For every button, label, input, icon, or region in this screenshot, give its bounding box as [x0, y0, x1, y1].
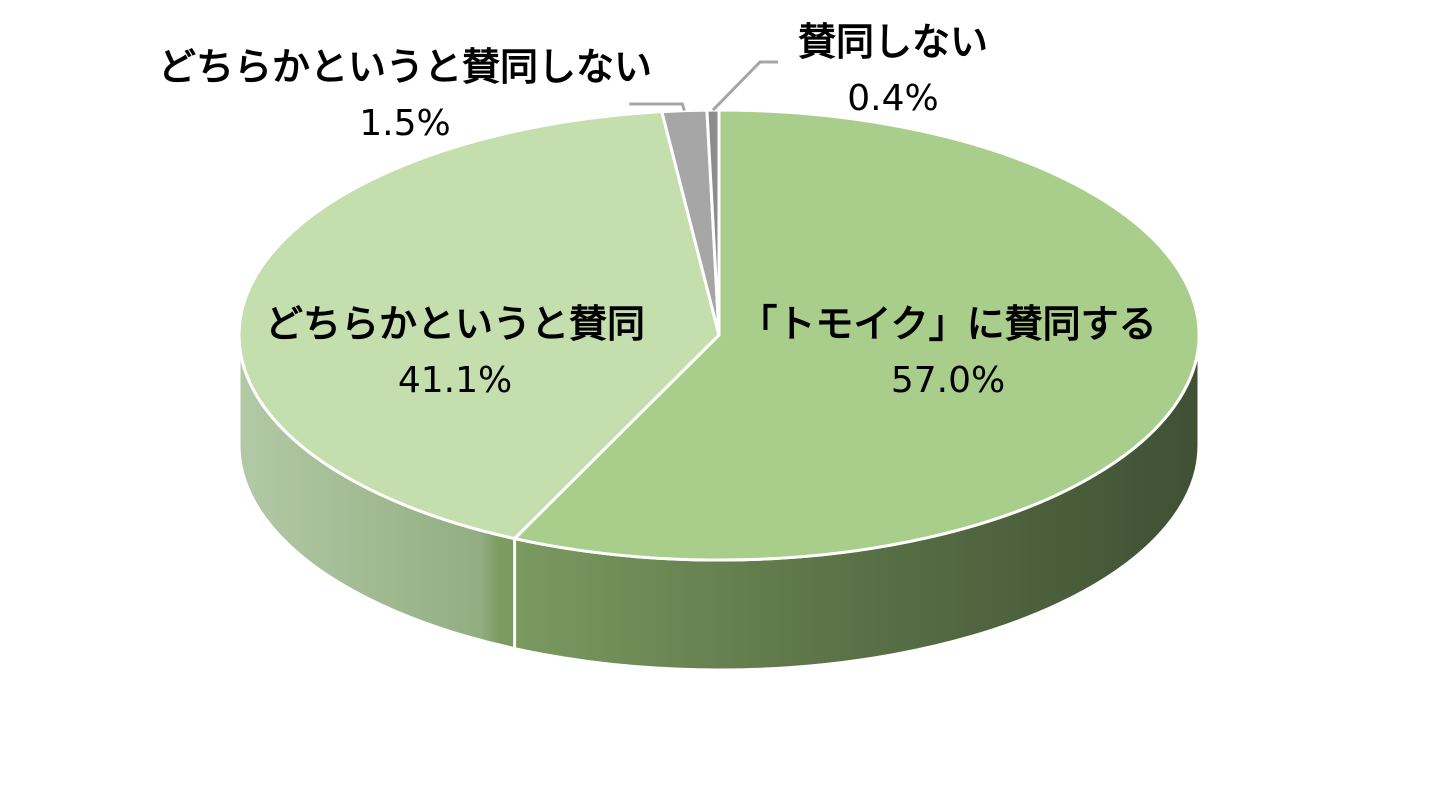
slice-label-somewhat-agree: どちらかというと賛同 41.1% — [265, 302, 645, 401]
slice-name-disagree: 賛同しない — [798, 20, 988, 64]
leader-lines — [629, 60, 778, 112]
slice-value-somewhat-disagree: 1.5% — [359, 103, 450, 144]
leader-line-disagree — [711, 60, 778, 112]
slice-value-somewhat-agree: 41.1% — [398, 360, 512, 401]
pie-slices — [237, 108, 1201, 562]
slice-label-somewhat-disagree: どちらかというと賛同しない 1.5% — [158, 45, 652, 144]
slice-value-disagree: 0.4% — [847, 78, 938, 119]
slice-name-somewhat-agree: どちらかというと賛同 — [265, 302, 645, 346]
leader-line-somewhat-disagree — [629, 102, 686, 112]
slice-label-agree: 「トモイク」に賛同する 57.0% — [739, 302, 1156, 401]
pie-slice-somewhat-agree — [237, 110, 721, 541]
pie-slice-agree — [513, 108, 1201, 562]
slice-name-agree: 「トモイク」に賛同する — [739, 302, 1156, 346]
slice-name-somewhat-disagree: どちらかというと賛同しない — [158, 45, 652, 89]
slice-value-agree: 57.0% — [891, 360, 1005, 401]
slice-label-disagree: 賛同しない 0.4% — [798, 20, 988, 119]
